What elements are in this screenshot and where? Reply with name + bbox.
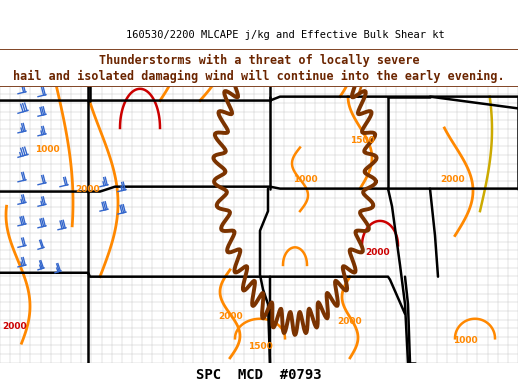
Text: 160530/2200 MLCAPE j/kg and Effective Bulk Shear kt: 160530/2200 MLCAPE j/kg and Effective Bu… xyxy=(125,29,444,40)
Text: 1000: 1000 xyxy=(333,72,357,81)
Text: 500: 500 xyxy=(370,77,388,86)
Text: 2000: 2000 xyxy=(2,322,26,331)
Text: 1500: 1500 xyxy=(193,52,218,61)
Text: 2000: 2000 xyxy=(75,185,99,194)
Text: 250: 250 xyxy=(12,35,31,44)
Text: 1500: 1500 xyxy=(248,342,273,351)
Text: 1000: 1000 xyxy=(453,336,478,345)
Text: 2000: 2000 xyxy=(337,317,362,326)
Text: 1500: 1500 xyxy=(350,136,375,145)
Text: Thunderstorms with a threat of locally severe: Thunderstorms with a threat of locally s… xyxy=(99,54,419,68)
Text: 2500: 2500 xyxy=(147,57,172,66)
Text: 2000: 2000 xyxy=(218,312,242,321)
Text: hail and isolated damaging wind will continue into the early evening.: hail and isolated damaging wind will con… xyxy=(13,70,505,83)
Text: 1000: 1000 xyxy=(293,175,318,184)
Text: SPC  MCD  #0793: SPC MCD #0793 xyxy=(196,368,322,383)
Text: 1000: 1000 xyxy=(35,146,60,154)
Text: 2000: 2000 xyxy=(365,248,390,257)
Text: 2000: 2000 xyxy=(440,175,465,184)
